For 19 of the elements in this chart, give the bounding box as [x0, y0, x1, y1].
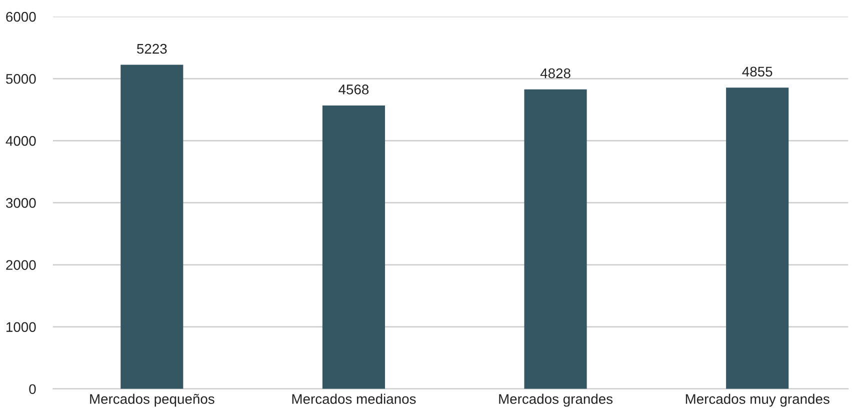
- data-label: 4568: [338, 84, 369, 94]
- y-tick-label: 1000: [6, 322, 36, 332]
- data-label: 5223: [137, 44, 167, 54]
- y-tick-label: 5000: [6, 74, 36, 84]
- bar: [726, 88, 789, 389]
- y-tick-label: 3000: [6, 198, 36, 208]
- x-tick-label: Mercados pequeños: [90, 394, 214, 407]
- x-tick-label: Mercados grandes: [499, 394, 613, 407]
- x-tick-label: Mercados muy grandes: [686, 394, 830, 407]
- bar: [524, 89, 587, 389]
- y-tick-label: 6000: [6, 12, 36, 22]
- y-tick-label: 4000: [6, 136, 36, 146]
- bar: [120, 64, 184, 389]
- bar: [322, 105, 385, 389]
- y-tick-label: 0: [29, 384, 36, 394]
- data-label: 4828: [540, 68, 570, 78]
- data-label: 4855: [742, 66, 772, 77]
- y-tick-label: 2000: [6, 260, 36, 270]
- x-tick-label: Mercados medianos: [292, 394, 416, 404]
